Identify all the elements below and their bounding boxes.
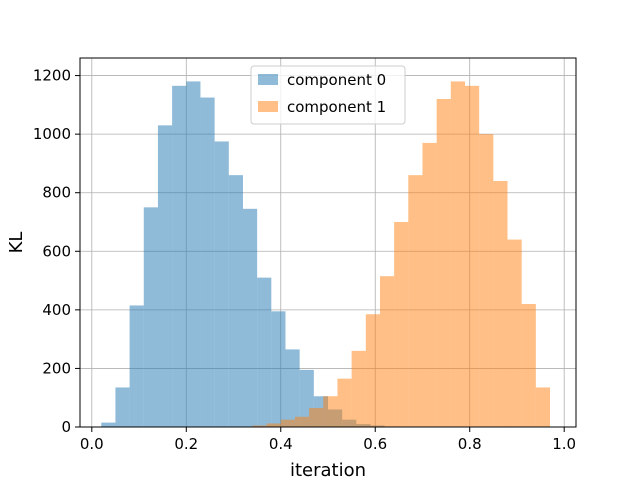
y-tick-label-6: 1200 xyxy=(33,67,71,85)
y-tick-label-3: 600 xyxy=(42,242,71,260)
legend-box xyxy=(250,65,406,125)
bar-series-0-bin-13 xyxy=(285,349,300,427)
y-tick-label-2: 400 xyxy=(42,301,71,319)
histogram-bars xyxy=(101,81,551,428)
bar-series-0-bin-9 xyxy=(228,175,243,427)
bar-series-1-bin-6 xyxy=(337,378,352,427)
bar-series-0-bin-4 xyxy=(157,125,173,427)
bar-series-0-bin-1 xyxy=(115,387,130,427)
x-tick-label-5: 1.0 xyxy=(552,435,576,453)
y-tick-label-0: 0 xyxy=(61,418,71,436)
x-tick-label-3: 0.6 xyxy=(363,435,387,453)
bar-series-0-bin-8 xyxy=(214,141,229,427)
bar-series-1-bin-3 xyxy=(294,416,310,427)
bar-series-1-bin-13 xyxy=(436,99,451,427)
bar-series-0-bin-5 xyxy=(172,85,187,428)
legend-swatch-component-0 xyxy=(258,74,278,85)
bar-series-1-bin-2 xyxy=(280,419,295,427)
legend-label-component-0: component 0 xyxy=(287,71,386,89)
legend-label-component-1: component 1 xyxy=(287,98,386,116)
x-tick-label-0: 0.0 xyxy=(80,435,104,453)
bar-series-1-bin-18 xyxy=(507,239,522,427)
bar-series-0-bin-7 xyxy=(200,97,215,428)
x-axis-label: iteration xyxy=(290,460,366,480)
bar-series-1-bin-16 xyxy=(479,134,494,427)
y-axis-label: KL xyxy=(6,232,27,254)
bar-series-1-bin-10 xyxy=(394,222,409,427)
bar-series-0-bin-6 xyxy=(186,81,201,427)
bar-series-0-bin-0 xyxy=(101,422,116,427)
bar-series-1-bin-19 xyxy=(521,304,536,427)
y-tick-label-4: 800 xyxy=(42,184,71,202)
bar-series-1-bin-4 xyxy=(309,407,324,427)
bar-series-1-bin-0 xyxy=(252,425,267,427)
bar-series-1-bin-7 xyxy=(351,350,366,427)
bar-series-1-bin-20 xyxy=(535,387,551,427)
x-tick-label-1: 0.2 xyxy=(174,435,198,453)
bar-series-1-bin-11 xyxy=(408,175,423,427)
bar-series-0-bin-3 xyxy=(143,207,158,427)
x-tick-label-2: 0.4 xyxy=(269,435,293,453)
legend-swatch-component-1 xyxy=(258,101,278,112)
bar-series-1-bin-5 xyxy=(323,396,338,427)
x-tick-label-4: 0.8 xyxy=(458,435,482,453)
bar-series-1-bin-1 xyxy=(266,423,281,427)
bar-series-1-bin-14 xyxy=(450,81,465,427)
plot-frame xyxy=(79,57,577,428)
bar-series-1-bin-9 xyxy=(379,276,395,427)
y-tick-label-5: 1000 xyxy=(33,125,71,143)
bar-series-0-bin-10 xyxy=(242,208,258,427)
bar-series-1-bin-8 xyxy=(365,314,380,427)
legend: component 0 component 1 xyxy=(250,65,406,125)
bar-series-0-bin-12 xyxy=(271,311,286,427)
bar-series-1-bin-15 xyxy=(464,85,480,428)
bar-series-1-bin-12 xyxy=(422,142,437,427)
bar-series-1-bin-17 xyxy=(493,181,508,427)
bar-series-0-bin-2 xyxy=(129,305,144,427)
y-tick-label-1: 200 xyxy=(42,359,71,377)
axis-ticks: 0.0 0.2 0.4 0.6 0.8 1.0 0 200 400 600 800 1000 1200 xyxy=(33,67,576,453)
bar-series-0-bin-11 xyxy=(257,277,272,427)
